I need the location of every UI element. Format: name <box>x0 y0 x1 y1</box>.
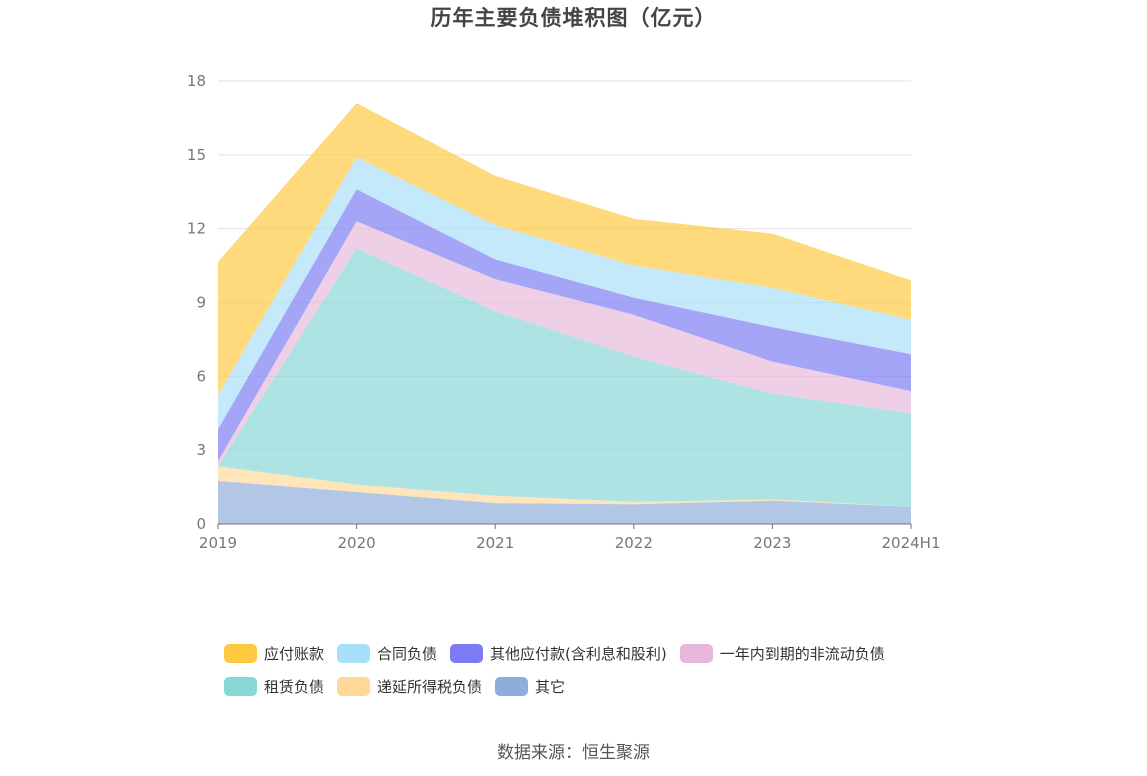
legend-item[interactable]: 应付账款 <box>224 643 324 664</box>
chart-title: 历年主要负债堆积图（亿元） <box>430 6 717 30</box>
legend-swatch <box>495 677 529 696</box>
data-source-note: 数据来源：恒生聚源 <box>497 743 650 763</box>
legend-item[interactable]: 一年内到期的非流动负债 <box>679 643 885 664</box>
legend-label: 其它 <box>535 678 566 696</box>
legend-row: 租赁负债 递延所得税负债 其它 <box>224 670 984 703</box>
x-tick-label: 2021 <box>476 534 514 552</box>
x-tick-label: 2023 <box>753 534 791 552</box>
x-tick-label: 2019 <box>199 534 237 552</box>
legend-swatch <box>679 644 713 663</box>
y-tick-label: 18 <box>187 72 206 90</box>
area-series <box>218 103 911 524</box>
chart-legend: 应付账款 合同负债 其他应付款(含利息和股利) 一年内到期的非流动负债租赁负债 递延所得… <box>224 637 984 703</box>
y-tick-label: 9 <box>196 294 206 312</box>
y-tick-label: 12 <box>187 220 206 238</box>
legend-label: 递延所得税负债 <box>377 678 483 696</box>
legend-swatch <box>224 644 257 663</box>
legend-item[interactable]: 合同负债 <box>337 643 437 664</box>
stacked-area-chart: 0 3 6 9 12 15 18 2019 2020 2021 2022 2023 2024H1 <box>187 72 941 552</box>
legend-row: 应付账款 合同负债 其他应付款(含利息和股利) 一年内到期的非流动负债 <box>224 637 984 670</box>
y-tick-label: 6 <box>196 367 206 385</box>
x-tick-label: 2022 <box>615 534 653 552</box>
legend-item[interactable]: 其他应付款(含利息和股利) <box>450 643 667 664</box>
area-series-0[interactable] <box>218 103 911 395</box>
legend-label: 其他应付款(含利息和股利) <box>490 645 667 663</box>
area-series-6[interactable] <box>218 480 911 524</box>
legend-label: 应付账款 <box>264 645 325 663</box>
area-series-4[interactable] <box>218 248 911 507</box>
x-tick-label: 2024H1 <box>882 534 941 552</box>
legend-label: 合同负债 <box>377 645 438 663</box>
legend-item[interactable]: 租赁负债 <box>224 676 324 697</box>
legend-label: 一年内到期的非流动负债 <box>719 645 885 663</box>
axes: 0 3 6 9 12 15 18 2019 2020 2021 2022 2023 2024H1 <box>187 72 941 552</box>
legend-swatch <box>450 644 484 663</box>
legend-item[interactable]: 递延所得税负债 <box>337 676 482 697</box>
y-tick-label: 0 <box>196 515 206 533</box>
x-tick-label: 2020 <box>338 534 376 552</box>
legend-label: 租赁负债 <box>264 678 325 696</box>
y-tick-label: 3 <box>196 441 206 459</box>
area-series-5[interactable] <box>218 466 911 507</box>
y-tick-label: 15 <box>187 146 206 164</box>
area-series-1[interactable] <box>218 157 911 430</box>
legend-item[interactable]: 其它 <box>495 676 565 697</box>
legend-swatch <box>224 677 257 696</box>
legend-swatch <box>337 677 371 696</box>
legend-swatch <box>337 644 371 663</box>
